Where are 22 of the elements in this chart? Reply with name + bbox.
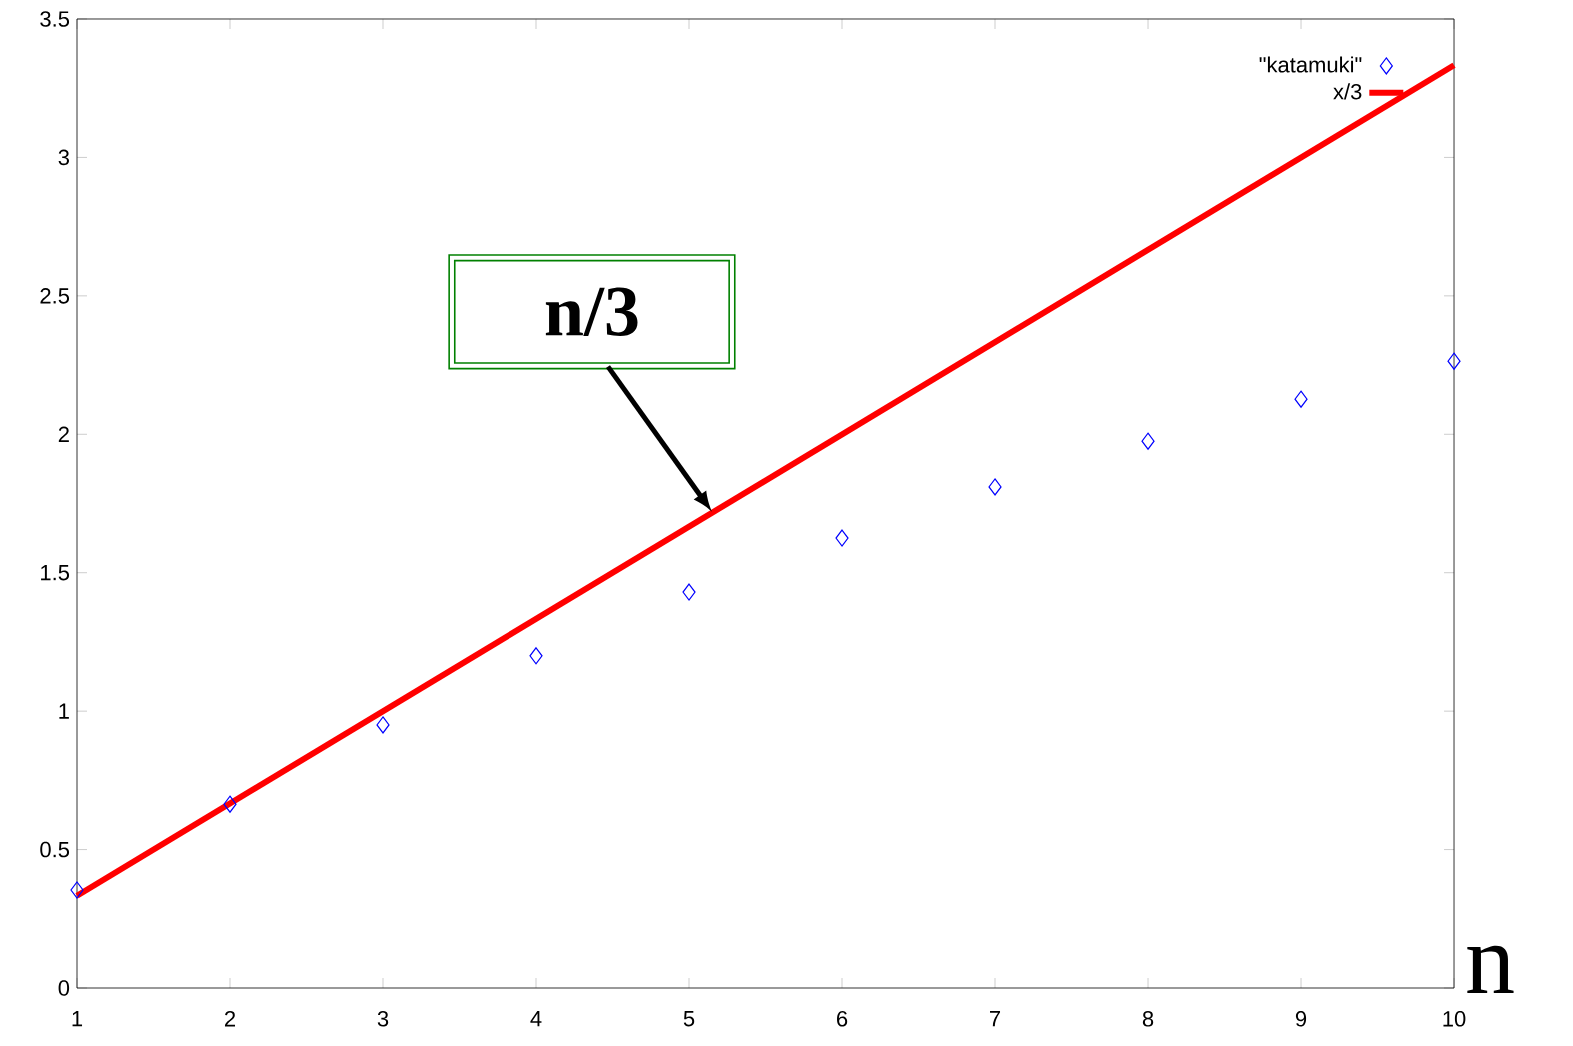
x-tick-label: 4 — [530, 1011, 542, 1027]
x-axis-title: n — [1467, 945, 1514, 993]
y-tick-label: 1.5 — [41, 565, 70, 581]
y-tick-label: 2 — [58, 426, 69, 442]
y-tick-label: 2.5 — [40, 288, 70, 304]
y-tick-label: 3 — [58, 149, 70, 166]
x-tick-label: 7 — [990, 1011, 1001, 1027]
annotation: n/3 — [545, 287, 638, 336]
x-tick-label: 5 — [683, 1011, 695, 1027]
x-tick-label: 3 — [377, 1011, 389, 1027]
x-tick-label: 2 — [224, 1011, 236, 1027]
y-tick-label: 1 — [59, 703, 69, 719]
y-tick-label: 0.5 — [40, 841, 70, 858]
x-tick-label: 9 — [1295, 1011, 1307, 1027]
x-tick-label: 6 — [837, 1011, 848, 1027]
y-tick-label: 0 — [58, 980, 70, 996]
x-tick-label: 1 — [72, 1011, 83, 1027]
legend-label: x/3 — [1333, 83, 1362, 100]
y-tick-label: 3.5 — [40, 11, 70, 27]
legend-label: "katamuki" — [1259, 56, 1362, 73]
x-tick-label: 8 — [1142, 1011, 1154, 1027]
x-tick-label: 10 — [1443, 1011, 1466, 1027]
